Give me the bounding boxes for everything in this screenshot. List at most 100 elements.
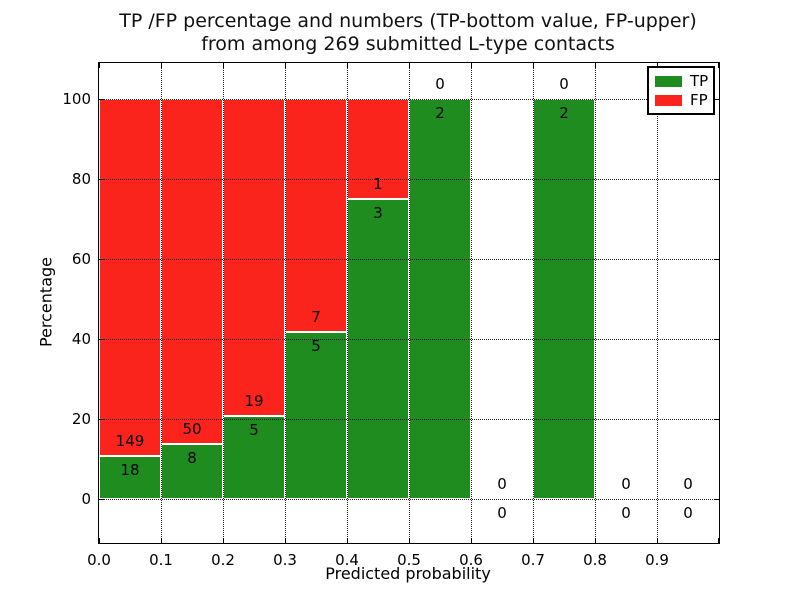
legend-label-fp: FP: [690, 90, 708, 109]
y-tick-mark-right: [714, 499, 719, 500]
y-tick-mark: [99, 99, 104, 100]
tp-count-label: 0: [683, 504, 693, 522]
x-tick-mark-top: [99, 63, 100, 68]
x-tick-label: 0.7: [521, 551, 545, 569]
tp-count-label: 5: [249, 420, 259, 439]
x-axis-label: Predicted probability: [325, 564, 491, 583]
x-tick-label: 0.5: [397, 551, 421, 569]
x-tick-label: 0.1: [149, 551, 173, 569]
x-tick-label: 0.4: [335, 551, 359, 569]
x-tick-mark-top: [533, 63, 534, 68]
fp-count-label: 7: [311, 308, 321, 327]
y-tick-label: 100: [62, 90, 91, 108]
fp-count-label: 0: [621, 475, 631, 493]
y-tick-label: 0: [81, 490, 91, 508]
fp-count-label: 0: [683, 475, 693, 493]
x-tick-mark: [99, 538, 100, 543]
x-tick-label: 0.2: [211, 551, 235, 569]
legend-item-tp: TP: [649, 73, 713, 89]
gridline-vertical: [347, 63, 348, 543]
bar-segment-tp: [285, 332, 347, 499]
tp-count-label: 8: [187, 448, 197, 467]
bar-segment-tp: [409, 99, 471, 499]
x-tick-mark-top: [285, 63, 286, 68]
y-tick-label: 60: [71, 250, 91, 268]
tp-count-label: 0: [621, 504, 631, 522]
x-tick-mark: [223, 538, 224, 543]
x-tick-mark-top: [409, 63, 410, 68]
x-tick-mark-top: [223, 63, 224, 68]
y-tick-label: 20: [71, 410, 91, 428]
chart-title: TP /FP percentage and numbers (TP-bottom…: [98, 10, 718, 56]
y-tick-mark: [99, 179, 104, 180]
y-tick-mark-right: [714, 99, 719, 100]
gridline-vertical: [533, 63, 534, 543]
fp-count-label: 0: [435, 75, 445, 93]
plot-area: 149 18 50 8 19 5 7 5 1 3 0 2 0 0 0 2 0 0 0 0 0 20 40 60 80 100 0.0…: [62, 62, 720, 569]
bar-segment-fp: [161, 99, 223, 444]
fp-count-label: 0: [497, 475, 507, 493]
y-tick-mark: [99, 259, 104, 260]
bar-segment-fp: [223, 99, 285, 416]
gridline-vertical: [223, 63, 224, 543]
x-tick-label: 0.9: [645, 551, 669, 569]
x-tick-mark-top: [161, 63, 162, 68]
fp-count-label: 1: [373, 175, 383, 193]
gridline-vertical: [285, 63, 286, 543]
y-tick-mark: [99, 499, 104, 500]
x-tick-label: 0.0: [87, 551, 111, 569]
y-tick-mark-right: [714, 179, 719, 180]
bar-segment-tp: [347, 199, 409, 499]
bar-segment-tp: [533, 99, 595, 499]
bar-segment-fp: [347, 99, 409, 199]
chart-title-line2: from among 269 submitted L-type contacts: [201, 33, 615, 55]
x-tick-mark: [533, 538, 534, 543]
x-tick-mark: [285, 538, 286, 543]
gridline-vertical: [657, 63, 658, 543]
tp-count-label: 2: [559, 104, 569, 122]
tp-count-label: 2: [435, 104, 445, 122]
fp-color-swatch: [655, 94, 682, 106]
x-tick-mark: [595, 538, 596, 543]
gridline-vertical: [595, 63, 596, 543]
fp-count-label: 19: [244, 391, 264, 410]
fp-count-label: 149: [115, 431, 145, 450]
tp-count-label: 18: [120, 460, 140, 479]
tp-color-swatch: [655, 75, 682, 87]
bar-segment-tp: [161, 443, 223, 499]
y-tick-mark-right: [714, 259, 719, 260]
x-tick-mark-top: [595, 63, 596, 68]
bar-segment-fp: [99, 99, 161, 456]
x-tick-mark: [347, 538, 348, 543]
fp-count-label: 50: [182, 419, 202, 438]
gridline-vertical: [471, 63, 472, 543]
tp-count-label: 3: [373, 204, 383, 222]
y-tick-label: 80: [71, 170, 91, 188]
legend: TP FP: [647, 66, 715, 115]
x-tick-mark-top: [347, 63, 348, 68]
x-tick-mark-top: [718, 63, 719, 68]
x-tick-mark: [161, 538, 162, 543]
x-tick-mark-top: [657, 63, 658, 68]
x-tick-mark: [471, 538, 472, 543]
x-tick-label: 0.8: [583, 551, 607, 569]
bar-segment-fp: [285, 99, 347, 333]
x-tick-mark-top: [471, 63, 472, 68]
x-tick-label: 0.3: [273, 551, 297, 569]
y-tick-mark: [99, 419, 104, 420]
x-tick-label: 0.6: [459, 551, 483, 569]
y-tick-mark: [99, 339, 104, 340]
x-tick-mark: [718, 538, 719, 543]
tp-count-label: 0: [497, 504, 507, 522]
x-tick-mark: [657, 538, 658, 543]
y-tick-mark-right: [714, 339, 719, 340]
legend-item-fp: FP: [649, 90, 713, 109]
y-tick-mark-right: [714, 419, 719, 420]
y-tick-label: 40: [71, 330, 91, 348]
tp-count-label: 5: [311, 337, 321, 356]
gridline-vertical: [161, 63, 162, 543]
x-tick-mark: [409, 538, 410, 543]
fp-count-label: 0: [559, 75, 569, 93]
bar-segment-tp: [99, 455, 161, 499]
